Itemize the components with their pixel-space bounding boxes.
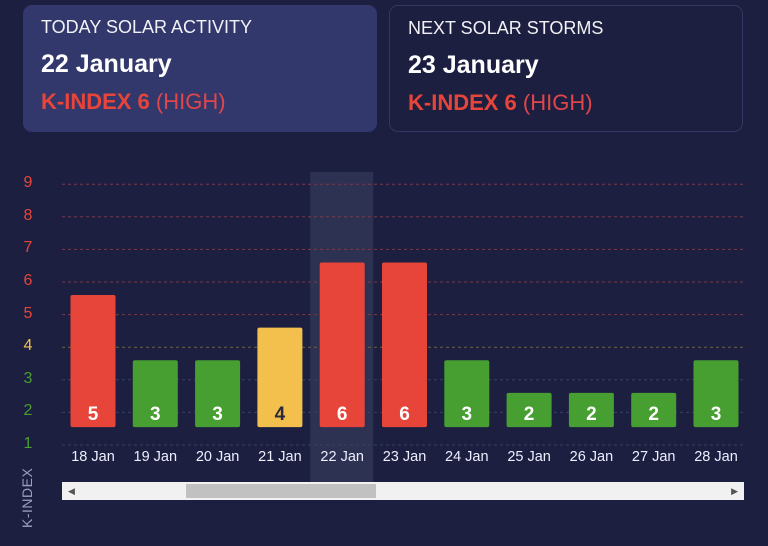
y-tick-label: 9 xyxy=(23,174,33,192)
bar xyxy=(382,262,427,428)
kindex-value: K-INDEX 6 xyxy=(408,90,517,115)
y-tick-label: 6 xyxy=(23,272,33,289)
x-tick-label: 20 Jan xyxy=(196,449,240,465)
bar xyxy=(506,392,552,428)
bar-value-label: 3 xyxy=(150,404,161,425)
bar xyxy=(568,392,614,428)
x-tick-label: 25 Jan xyxy=(507,449,551,465)
bar-value-label: 6 xyxy=(399,404,410,425)
bar-value-label: 6 xyxy=(337,404,348,425)
y-tick-label: 3 xyxy=(23,369,33,387)
scroll-right-arrow-icon[interactable]: ▶ xyxy=(731,486,738,496)
card-kindex: K-INDEX 6 (HIGH) xyxy=(41,89,359,115)
x-tick-label: 24 Jan xyxy=(445,449,489,465)
scroll-left-arrow-icon[interactable]: ◀ xyxy=(68,486,75,496)
bar xyxy=(195,360,241,428)
bar-value-label: 3 xyxy=(711,404,722,425)
y-tick-label: 2 xyxy=(23,402,33,420)
y-axis-title: K-INDEX xyxy=(19,467,35,528)
bar xyxy=(319,262,365,428)
card-date: 23 January xyxy=(408,51,539,79)
kindex-level: (HIGH) xyxy=(522,90,593,115)
card-date: 22 January xyxy=(41,50,172,78)
bar xyxy=(444,360,490,428)
chart-horizontal-scrollbar[interactable]: ◀ ▶ xyxy=(62,482,744,500)
bar-value-label: 2 xyxy=(648,404,659,425)
bar xyxy=(693,360,739,428)
bar-value-label: 2 xyxy=(524,404,535,425)
x-tick-label: 21 Jan xyxy=(258,449,302,465)
card-title: NEXT SOLAR STORMS xyxy=(408,18,604,38)
bar xyxy=(631,392,677,428)
next-solar-storms-card: NEXT SOLAR STORMS 23 January K-INDEX 6 (… xyxy=(389,5,743,132)
y-tick-label: 8 xyxy=(23,206,33,224)
x-tick-label: 22 Jan xyxy=(320,449,364,465)
bar-value-label: 3 xyxy=(212,404,223,425)
bar-value-label: 3 xyxy=(462,404,473,425)
x-tick-label: 28 Jan xyxy=(694,449,738,465)
card-kindex: K-INDEX 6 (HIGH) xyxy=(408,90,724,116)
x-tick-label: 18 Jan xyxy=(71,449,115,465)
x-tick-label: 26 Jan xyxy=(570,449,614,465)
y-tick-label: 1 xyxy=(23,435,33,452)
bar xyxy=(132,360,178,428)
scrollbar-thumb[interactable] xyxy=(186,484,376,498)
today-solar-activity-card: TODAY SOLAR ACTIVITY 22 January K-INDEX … xyxy=(23,5,377,132)
kindex-level: (HIGH) xyxy=(155,89,226,114)
bar-value-label: 5 xyxy=(88,404,99,425)
x-tick-label: 23 Jan xyxy=(383,449,427,465)
y-tick-label: 4 xyxy=(23,337,33,355)
bar-value-label: 4 xyxy=(275,404,286,425)
y-tick-label: 7 xyxy=(23,239,33,257)
kindex-bar-chart: 5 18 Jan 3 19 Jan 3 20 Jan 4 21 Jan 6 22 Jan 6 23 J… xyxy=(62,172,744,482)
card-title: TODAY SOLAR ACTIVITY xyxy=(41,17,253,37)
bar xyxy=(70,295,116,428)
x-tick-label: 19 Jan xyxy=(134,449,178,465)
bar-value-label: 2 xyxy=(586,404,597,425)
y-tick-label: 5 xyxy=(23,304,33,322)
x-tick-label: 27 Jan xyxy=(632,449,676,465)
kindex-value: K-INDEX 6 xyxy=(41,89,150,114)
bar xyxy=(257,327,303,428)
